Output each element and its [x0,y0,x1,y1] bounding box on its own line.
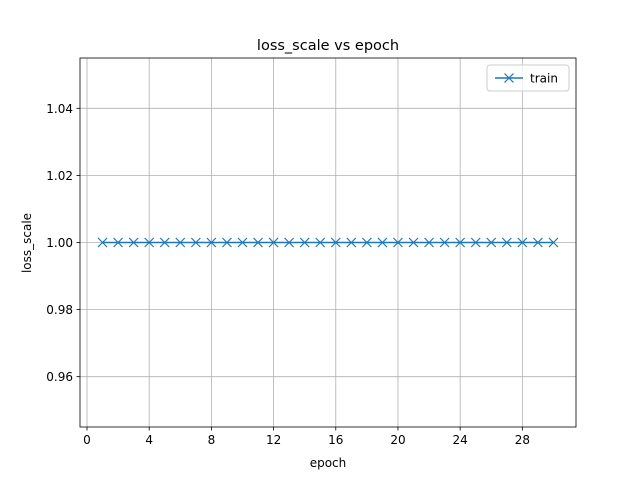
marker [361,237,372,248]
x-tick-label: 20 [390,433,405,447]
legend-marker [504,73,514,83]
marker [548,237,559,248]
x-tick-label: 8 [208,433,216,447]
x-tick-label: 0 [83,433,91,447]
marker [377,237,388,248]
marker [128,237,139,248]
x-tick-label: 4 [145,433,153,447]
marker [408,237,419,248]
marker [222,237,232,248]
marker [268,237,279,248]
marker [486,237,497,248]
plot-frame [79,57,577,428]
legend-label: train [530,72,558,86]
marker [393,237,403,248]
marker [97,237,108,248]
marker [206,237,217,248]
marker [501,237,512,248]
x-axis-label: epoch [310,456,347,470]
chart-title: loss_scale vs epoch [257,38,399,54]
marker [517,237,528,248]
y-axis-label: loss_scale [20,213,34,273]
marker [144,237,155,248]
marker [470,237,481,248]
x-tick-label: 12 [266,433,281,447]
y-tick-label: 0.98 [46,303,73,317]
marker [346,237,357,248]
marker [424,237,434,248]
x-tick-label: 28 [515,433,530,447]
legend-box [486,64,570,92]
y-tick-label: 1.00 [46,236,73,250]
y-tick-label: 1.04 [46,102,73,116]
marker [299,237,310,248]
marker [284,237,295,248]
x-tick-label: 16 [328,433,343,447]
marker [253,237,263,248]
marker [190,237,201,248]
marker [315,237,326,248]
marker [330,237,341,248]
marker [532,237,543,248]
x-tick-label: 24 [453,433,468,447]
marker [439,237,450,248]
marker [175,237,186,248]
legend: train [486,64,570,92]
y-tick-label: 1.02 [46,169,73,183]
marker [113,237,124,248]
y-tick-label: 0.96 [46,370,73,384]
marker [455,237,466,248]
marker [237,237,248,248]
marker [159,237,170,248]
